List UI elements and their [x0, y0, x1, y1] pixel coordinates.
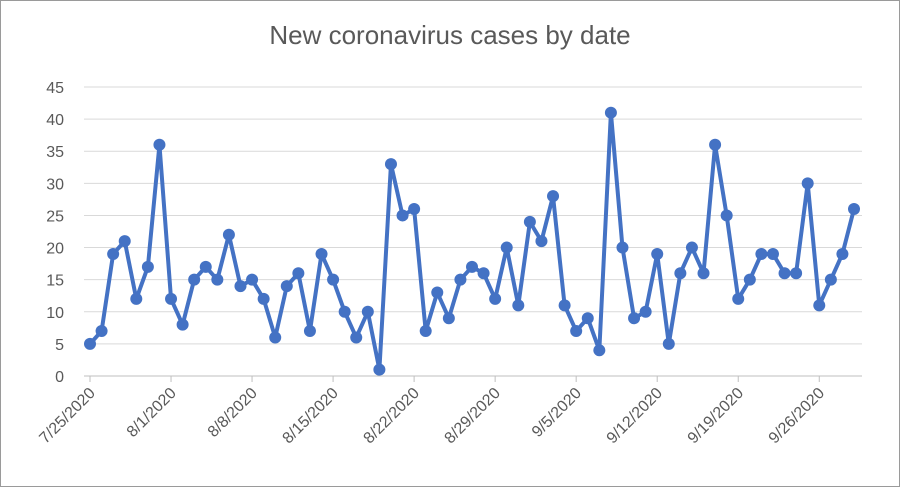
x-tick-label: 8/1/2020: [124, 385, 180, 441]
y-tick-label: 45: [46, 80, 64, 97]
data-point: [257, 292, 270, 305]
data-point: [848, 203, 860, 216]
data-point: [836, 247, 849, 260]
data-point: [489, 292, 502, 305]
data-point: [778, 267, 791, 280]
data-point: [709, 138, 722, 151]
data-point: [419, 325, 432, 338]
series-layer: [84, 106, 860, 376]
y-tick-label: 15: [46, 273, 64, 290]
data-point: [141, 260, 154, 273]
x-tick-label: 8/15/2020: [280, 385, 342, 447]
data-point: [523, 215, 536, 228]
data-point: [674, 267, 687, 280]
data-point: [408, 203, 421, 216]
data-point: [593, 344, 606, 357]
data-point: [732, 292, 745, 305]
data-point: [361, 305, 374, 318]
data-point: [755, 247, 768, 260]
data-point: [188, 273, 201, 286]
data-point: [153, 138, 166, 151]
data-point: [628, 312, 641, 325]
y-axis-tick-labels: 0 5 10 15 20 25 30 35 40 45: [46, 80, 64, 386]
y-tick-label: 25: [46, 208, 64, 225]
data-point: [535, 235, 548, 248]
data-point: [442, 312, 455, 325]
data-point: [547, 190, 560, 203]
data-point: [766, 247, 779, 260]
data-point: [500, 241, 513, 254]
data-point: [107, 247, 120, 260]
data-point: [512, 299, 525, 312]
data-point: [199, 260, 212, 273]
data-point: [558, 299, 571, 312]
data-point: [824, 273, 837, 286]
x-tick-label: 8/29/2020: [442, 385, 504, 447]
data-point: [581, 312, 594, 325]
x-tick-label: 8/8/2020: [205, 385, 261, 441]
data-point: [743, 273, 756, 286]
data-point: [95, 325, 108, 338]
data-point: [662, 337, 675, 350]
data-point: [280, 280, 293, 293]
data-point: [222, 228, 235, 241]
data-point: [454, 273, 467, 286]
data-point: [246, 273, 259, 286]
data-point: [130, 292, 143, 305]
y-tick-label: 35: [46, 144, 64, 161]
x-tick-label: 9/19/2020: [685, 385, 747, 447]
x-tick-label: 8/22/2020: [361, 385, 423, 447]
chart-title: New coronavirus cases by date: [269, 20, 631, 50]
data-point: [604, 106, 617, 119]
data-point: [303, 325, 316, 338]
data-point: [118, 235, 131, 248]
data-point: [269, 331, 282, 344]
data-point: [211, 273, 224, 286]
data-point: [396, 209, 409, 222]
data-point: [338, 305, 351, 318]
x-tick-label: 9/5/2020: [529, 385, 585, 441]
data-point: [327, 273, 340, 286]
data-point: [477, 267, 490, 280]
data-point: [431, 286, 444, 299]
data-point: [384, 158, 397, 171]
data-point: [165, 292, 178, 305]
data-point: [176, 318, 189, 331]
data-point: [373, 363, 386, 376]
data-point: [315, 247, 328, 260]
x-tick-label: 9/12/2020: [604, 385, 666, 447]
data-point: [651, 247, 664, 260]
data-point: [697, 267, 710, 280]
data-point: [350, 331, 363, 344]
y-tick-label: 5: [55, 337, 64, 354]
x-tick-label: 9/26/2020: [766, 385, 828, 447]
gridlines: [84, 86, 862, 345]
data-point: [685, 241, 698, 254]
data-point: [234, 280, 247, 293]
x-tick-label: 7/25/2020: [36, 385, 98, 447]
data-point: [720, 209, 733, 222]
data-point: [84, 337, 96, 350]
x-axis: 7/25/2020 8/1/2020 8/8/2020 8/15/2020 8/22/2…: [36, 375, 862, 447]
data-point: [570, 325, 583, 338]
y-tick-label: 20: [46, 241, 64, 258]
y-tick-label: 30: [46, 176, 64, 193]
y-tick-label: 40: [46, 112, 64, 129]
y-tick-label: 10: [46, 305, 64, 322]
data-point: [790, 267, 803, 280]
data-point: [639, 305, 652, 318]
data-point: [466, 260, 478, 273]
data-point: [292, 267, 305, 280]
y-tick-label: 0: [55, 369, 64, 386]
data-point: [801, 177, 814, 190]
data-point: [813, 299, 826, 312]
data-point: [616, 241, 629, 254]
